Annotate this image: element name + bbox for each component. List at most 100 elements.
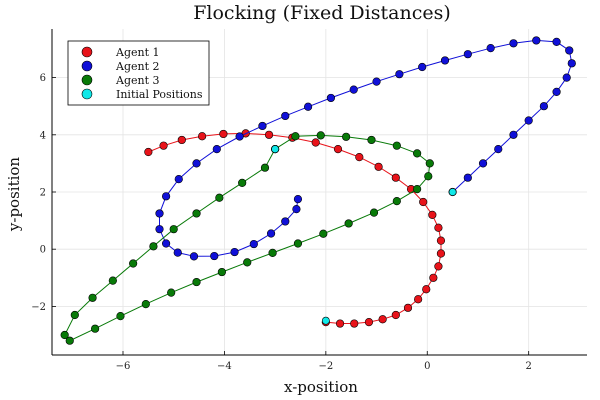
y-tick-label: 2 <box>40 188 46 199</box>
data-point <box>266 229 276 238</box>
data-point <box>141 299 150 309</box>
legend-label: Initial Positions <box>116 88 203 101</box>
data-point <box>425 159 434 168</box>
data-point <box>198 132 207 141</box>
data-point <box>167 288 176 297</box>
data-point <box>424 172 433 181</box>
data-point <box>192 277 201 287</box>
data-point <box>419 197 428 207</box>
data-point <box>392 197 401 206</box>
data-point <box>434 223 443 232</box>
data-point <box>344 219 353 228</box>
data-point <box>463 173 472 182</box>
data-point <box>478 159 488 168</box>
data-point <box>413 185 422 194</box>
legend-marker <box>81 88 93 100</box>
data-point <box>552 37 561 46</box>
data-point <box>494 145 503 154</box>
series-2 <box>155 36 576 261</box>
y-tick-label: −2 <box>31 302 46 313</box>
data-point <box>271 145 280 154</box>
legend-label: Agent 1 <box>115 46 160 59</box>
data-point <box>235 132 244 141</box>
x-tick-label: 2 <box>525 361 531 372</box>
axes: −6 −4 −2 0 2 −2 0 2 4 6 <box>31 29 587 372</box>
data-point <box>149 242 158 251</box>
data-point <box>91 324 100 333</box>
data-point <box>311 138 320 147</box>
data-point <box>281 111 290 121</box>
data-point <box>293 239 303 248</box>
data-point <box>367 135 376 145</box>
data-point <box>434 262 443 271</box>
grid <box>52 29 587 355</box>
data-point <box>155 225 164 234</box>
data-point <box>215 193 224 202</box>
data-point <box>364 318 374 327</box>
data-point <box>369 208 379 217</box>
data-point <box>129 259 138 268</box>
data-point <box>230 247 239 257</box>
data-point <box>155 209 164 218</box>
data-point <box>161 239 171 248</box>
y-tick-label: 0 <box>40 245 46 256</box>
data-point <box>159 141 168 150</box>
data-point <box>293 195 303 204</box>
data-point <box>65 336 74 345</box>
data-point <box>219 129 228 139</box>
data-point <box>144 147 153 157</box>
data-point <box>355 153 364 162</box>
data-point <box>552 87 561 97</box>
data-point <box>108 276 117 285</box>
data-point <box>463 50 472 59</box>
plot-area <box>60 36 576 345</box>
data-point <box>372 77 381 86</box>
legend-label: Agent 2 <box>115 60 160 73</box>
data-point <box>192 209 201 218</box>
data-point <box>268 248 277 258</box>
x-tick-label: −6 <box>116 361 131 372</box>
data-point <box>217 267 226 277</box>
data-point <box>440 56 450 65</box>
data-point <box>333 145 343 154</box>
x-tick-label: −2 <box>318 361 333 372</box>
legend-marker <box>81 74 93 86</box>
data-point <box>395 70 404 79</box>
data-point <box>349 85 358 94</box>
x-tick-label: 0 <box>424 361 430 372</box>
data-point <box>532 36 541 45</box>
data-point <box>335 319 345 328</box>
data-point <box>509 130 518 139</box>
x-axis-label: x-position <box>284 378 358 396</box>
data-point <box>562 73 571 82</box>
data-point <box>342 132 351 141</box>
y-axis-label: y-position <box>5 157 23 233</box>
data-point <box>238 178 247 187</box>
data-point <box>524 116 533 125</box>
data-point <box>212 145 221 154</box>
data-point <box>292 205 301 214</box>
data-point <box>391 310 400 320</box>
data-point <box>350 319 359 328</box>
data-point <box>539 102 548 111</box>
data-point <box>243 258 252 267</box>
data-point <box>169 225 178 234</box>
data-point <box>565 46 574 55</box>
data-point <box>428 210 437 219</box>
data-point <box>567 59 576 68</box>
data-point <box>403 303 413 312</box>
data-point <box>436 236 446 245</box>
data-point <box>177 135 186 145</box>
data-point <box>189 252 199 261</box>
data-point <box>316 131 325 140</box>
data-point <box>321 316 330 325</box>
data-point <box>264 130 274 139</box>
x-tick-label: −4 <box>217 361 232 372</box>
data-point <box>486 44 495 53</box>
data-point <box>192 159 201 168</box>
data-point <box>418 62 427 72</box>
legend-marker <box>81 60 93 72</box>
data-point <box>249 239 258 249</box>
data-point <box>260 163 270 172</box>
